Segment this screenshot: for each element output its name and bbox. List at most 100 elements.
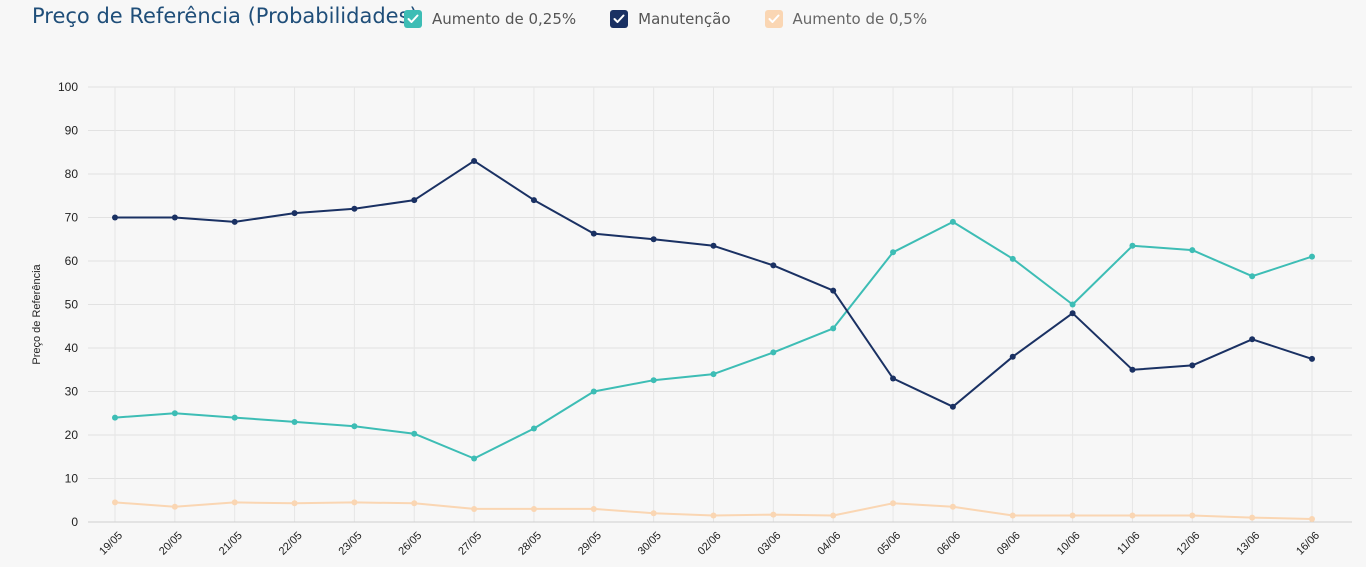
data-point[interactable] bbox=[890, 375, 897, 382]
data-point[interactable] bbox=[770, 262, 777, 269]
y-axis: 0 10 20 30 40 50 60 70 80 90 100 bbox=[58, 80, 78, 529]
data-point[interactable] bbox=[1249, 273, 1256, 280]
data-point[interactable] bbox=[411, 197, 418, 204]
data-point[interactable] bbox=[949, 218, 956, 225]
x-tick-label: 20/05 bbox=[157, 530, 185, 558]
data-point[interactable] bbox=[530, 425, 537, 432]
x-tick-label: 19/05 bbox=[97, 530, 125, 558]
x-tick-label: 09/06 bbox=[995, 530, 1023, 558]
y-tick-label: 90 bbox=[65, 124, 79, 138]
checkbox-icon[interactable] bbox=[610, 10, 629, 28]
data-point[interactable] bbox=[830, 325, 837, 332]
y-tick-label: 80 bbox=[65, 167, 79, 181]
data-point[interactable] bbox=[471, 505, 478, 512]
data-point[interactable] bbox=[1189, 512, 1196, 519]
data-point[interactable] bbox=[1249, 514, 1256, 521]
data-point[interactable] bbox=[1309, 253, 1315, 260]
data-point[interactable] bbox=[590, 388, 597, 395]
data-point[interactable] bbox=[890, 500, 897, 507]
data-point[interactable] bbox=[530, 197, 537, 204]
y-tick-label: 70 bbox=[65, 211, 79, 225]
x-tick-label: 30/05 bbox=[636, 530, 664, 558]
data-point[interactable] bbox=[471, 157, 478, 164]
x-tick-label: 26/05 bbox=[396, 530, 424, 558]
legend-label: Manutenção bbox=[638, 10, 731, 28]
y-tick-label: 30 bbox=[65, 385, 79, 399]
data-point[interactable] bbox=[710, 371, 717, 378]
y-tick-label: 100 bbox=[58, 80, 78, 94]
data-point[interactable] bbox=[171, 410, 178, 417]
data-point[interactable] bbox=[890, 249, 897, 256]
y-tick-label: 10 bbox=[65, 472, 79, 486]
x-tick-label: 13/06 bbox=[1234, 530, 1262, 558]
data-point[interactable] bbox=[1009, 512, 1016, 519]
data-point[interactable] bbox=[231, 499, 238, 506]
data-point[interactable] bbox=[1309, 355, 1315, 362]
data-point[interactable] bbox=[1129, 366, 1136, 373]
x-tick-label: 03/06 bbox=[756, 530, 784, 558]
data-point[interactable] bbox=[1189, 362, 1196, 369]
data-point[interactable] bbox=[590, 230, 597, 237]
data-point[interactable] bbox=[112, 414, 118, 421]
series-0 bbox=[112, 218, 1315, 462]
y-tick-label: 60 bbox=[65, 254, 79, 268]
legend-item-manutencao[interactable]: Manutenção bbox=[610, 10, 731, 28]
y-tick-label: 20 bbox=[65, 428, 79, 442]
x-tick-label: 23/05 bbox=[337, 530, 365, 558]
data-point[interactable] bbox=[830, 512, 837, 519]
data-point[interactable] bbox=[590, 505, 597, 512]
legend-item-aumento-025[interactable]: Aumento de 0,25% bbox=[404, 10, 576, 28]
data-point[interactable] bbox=[351, 205, 358, 212]
data-point[interactable] bbox=[231, 414, 238, 421]
data-point[interactable] bbox=[650, 510, 657, 517]
data-point[interactable] bbox=[112, 499, 118, 506]
data-point[interactable] bbox=[351, 423, 358, 430]
x-tick-label: 06/06 bbox=[935, 530, 963, 558]
data-point[interactable] bbox=[351, 499, 358, 506]
data-point[interactable] bbox=[231, 218, 238, 225]
x-tick-label: 04/06 bbox=[815, 530, 843, 558]
data-point[interactable] bbox=[1189, 247, 1196, 254]
data-point[interactable] bbox=[411, 500, 418, 507]
legend-item-aumento-05[interactable]: Aumento de 0,5% bbox=[764, 10, 928, 28]
data-point[interactable] bbox=[1069, 512, 1076, 519]
data-point[interactable] bbox=[471, 455, 478, 462]
data-point[interactable] bbox=[830, 287, 837, 294]
data-point[interactable] bbox=[1069, 301, 1076, 308]
x-tick-label: 12/06 bbox=[1174, 530, 1202, 558]
data-point[interactable] bbox=[1309, 515, 1315, 522]
data-point[interactable] bbox=[1009, 353, 1016, 360]
data-point[interactable] bbox=[1129, 242, 1136, 249]
data-point[interactable] bbox=[291, 500, 298, 507]
checkbox-icon[interactable] bbox=[404, 10, 422, 28]
data-point[interactable] bbox=[650, 377, 657, 384]
x-tick-label: 16/06 bbox=[1294, 530, 1322, 558]
data-point[interactable] bbox=[1249, 336, 1256, 343]
data-point[interactable] bbox=[291, 210, 298, 217]
data-point[interactable] bbox=[530, 505, 537, 512]
y-axis-label: Preço de Referência bbox=[31, 263, 43, 364]
x-tick-label: 02/06 bbox=[696, 530, 724, 558]
data-point[interactable] bbox=[171, 214, 178, 221]
data-point[interactable] bbox=[770, 511, 777, 518]
data-point[interactable] bbox=[770, 349, 777, 356]
legend-label: Aumento de 0,5% bbox=[792, 10, 928, 28]
data-point[interactable] bbox=[650, 236, 657, 243]
data-point[interactable] bbox=[710, 512, 717, 519]
data-point[interactable] bbox=[1069, 310, 1076, 317]
data-point[interactable] bbox=[411, 430, 418, 437]
data-point[interactable] bbox=[112, 214, 118, 221]
data-point[interactable] bbox=[949, 403, 956, 410]
data-point[interactable] bbox=[171, 503, 178, 510]
data-point[interactable] bbox=[949, 503, 956, 510]
data-point[interactable] bbox=[1129, 512, 1136, 519]
data-point[interactable] bbox=[710, 242, 717, 249]
x-axis: 19/05 20/05 21/05 22/05 23/05 26/05 27/05 28/05… bbox=[97, 530, 1322, 558]
x-tick-label: 22/05 bbox=[277, 530, 305, 558]
data-point[interactable] bbox=[291, 418, 298, 425]
x-tick-label: 27/05 bbox=[456, 530, 484, 558]
x-tick-label: 21/05 bbox=[217, 530, 245, 558]
x-tick-label: 10/06 bbox=[1055, 530, 1083, 558]
checkbox-icon[interactable] bbox=[764, 10, 783, 28]
data-point[interactable] bbox=[1009, 255, 1016, 262]
